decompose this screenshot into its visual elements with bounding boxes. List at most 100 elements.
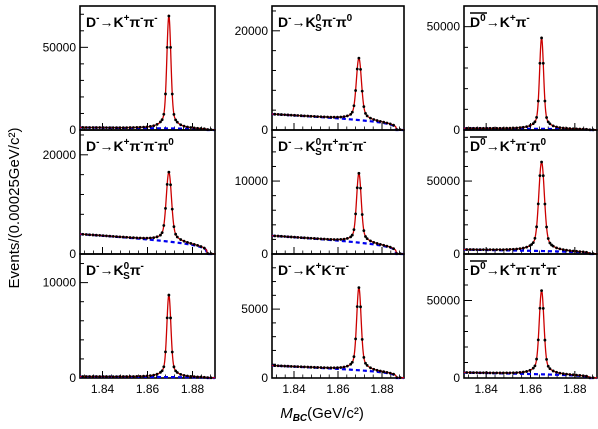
data-point — [555, 125, 558, 129]
data-point — [540, 36, 543, 40]
data-point — [360, 337, 364, 341]
data-point — [160, 231, 164, 235]
data-point — [164, 350, 167, 354]
data-point — [541, 306, 545, 310]
data-point — [375, 242, 379, 245]
title-charge: + — [510, 261, 516, 272]
y-tick-label: 0 — [453, 247, 460, 261]
data-point — [342, 237, 346, 241]
data-point — [336, 366, 339, 370]
data-point — [360, 213, 364, 216]
data-point — [530, 243, 534, 246]
title-particle: D — [470, 262, 480, 278]
y-tick-label: 50000 — [427, 294, 461, 308]
data-point — [375, 119, 379, 122]
total-fit-curve — [80, 293, 216, 379]
title-charge: - — [526, 137, 529, 148]
data-point — [533, 364, 537, 368]
data-point — [309, 365, 313, 369]
data-point — [152, 124, 156, 128]
title-subscript: S — [315, 147, 322, 158]
data-point — [578, 374, 582, 377]
data-point — [561, 126, 565, 130]
data-point — [167, 293, 171, 297]
data-point — [546, 364, 550, 368]
title-particle: π — [516, 138, 527, 154]
y-tick-label: 0 — [69, 123, 76, 137]
title-charge: 0 — [168, 137, 174, 148]
data-point — [382, 370, 386, 374]
data-point — [541, 174, 545, 178]
title-particle: π — [158, 138, 169, 154]
data-point — [196, 243, 199, 247]
data-point — [551, 124, 555, 128]
data-point — [495, 248, 499, 252]
data-point — [485, 126, 489, 130]
title-particle: D — [470, 14, 480, 30]
data-point — [115, 126, 118, 130]
title-charge: + — [540, 261, 546, 272]
data-point — [303, 236, 306, 240]
data-point — [170, 350, 174, 354]
data-point — [354, 212, 357, 216]
data-point — [199, 245, 203, 248]
data-points — [81, 170, 213, 256]
data-point — [81, 126, 85, 129]
data-point — [186, 240, 189, 244]
data-point — [540, 160, 543, 164]
data-point — [162, 365, 166, 369]
data-point — [115, 235, 118, 239]
data-point — [558, 247, 562, 251]
data-point — [345, 364, 349, 368]
data-point — [91, 126, 95, 129]
title-charge: - — [96, 13, 99, 24]
data-point — [128, 236, 132, 239]
data-point — [170, 92, 174, 96]
data-point — [273, 112, 277, 116]
data-point — [276, 234, 280, 238]
data-point — [545, 116, 548, 119]
x-tick-label: 1.88 — [181, 382, 205, 396]
total-fit-curve — [464, 161, 597, 255]
title-charge: - — [154, 13, 157, 24]
data-point — [192, 375, 196, 379]
data-point — [155, 123, 159, 126]
data-point — [186, 125, 189, 129]
data-point — [293, 113, 296, 117]
data-point — [309, 114, 313, 118]
data-point — [352, 228, 356, 232]
data-point — [312, 365, 316, 369]
data-point — [339, 115, 343, 119]
data-point — [521, 125, 525, 129]
data-point — [568, 373, 572, 376]
data-point — [538, 61, 542, 65]
data-point — [145, 125, 149, 129]
data-point — [518, 247, 522, 251]
y-tick-label: 0 — [69, 247, 76, 261]
data-point — [535, 115, 538, 119]
data-point — [98, 375, 102, 378]
data-point — [536, 338, 540, 342]
data-point — [118, 126, 122, 130]
data-point — [565, 372, 568, 376]
data-point — [571, 373, 575, 377]
data-point — [138, 374, 142, 378]
data-point — [369, 366, 372, 370]
data-point — [142, 125, 145, 129]
data-point — [283, 113, 287, 117]
data-point — [491, 126, 495, 130]
data-point — [339, 366, 343, 369]
data-point — [84, 126, 88, 129]
title-arrow-kaon: →K — [486, 138, 510, 154]
data-point — [148, 125, 152, 128]
title-subscript: S — [123, 271, 130, 282]
title-particle: D — [86, 262, 96, 278]
data-point — [172, 112, 176, 116]
data-point — [279, 364, 283, 368]
title-charge: 0 — [316, 137, 322, 148]
data-point — [364, 235, 367, 238]
title-particle: π — [336, 14, 347, 30]
data-point — [91, 375, 95, 378]
